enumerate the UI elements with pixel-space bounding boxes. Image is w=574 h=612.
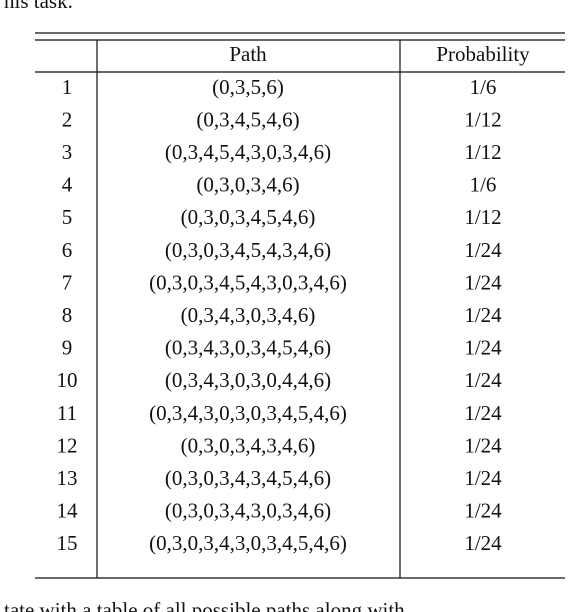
table-cell: (0,3,4,5,4,3,0,3,4,6): [165, 140, 331, 164]
table-cell: 13: [57, 466, 78, 490]
table-cell: 1/12: [464, 107, 501, 131]
header-cell: Probability: [436, 42, 530, 66]
table-cell: (0,3,0,3,4,3,4,6): [181, 433, 316, 457]
table-cell: 1/12: [464, 140, 501, 164]
table-cell: 1/24: [464, 303, 502, 327]
table-cell: 8: [62, 303, 73, 327]
table-cell: (0,3,4,3,0,3,0,4,4,6): [165, 368, 331, 392]
table-cell: 1/24: [464, 499, 502, 523]
table-cell: 11: [57, 401, 77, 425]
table-cell: 1/24: [464, 238, 502, 262]
table-cell: (0,3,0,3,4,6): [196, 173, 299, 197]
table-cell: 12: [57, 433, 78, 457]
table-cell: (0,3,0,3,4,5,4,3,0,3,4,6): [149, 270, 347, 294]
table-cell: 1/24: [464, 531, 502, 555]
table-cell: 1/6: [470, 173, 497, 197]
table-cell: (0,3,4,3,0,3,4,5,4,6): [165, 336, 331, 360]
table-cell: 1/24: [464, 433, 502, 457]
table-cell: (0,3,4,3,0,3,0,3,4,5,4,6): [149, 401, 347, 425]
table-cell: 1: [62, 75, 73, 99]
table-cell: 1/24: [464, 336, 502, 360]
table-cell: (0,3,0,3,4,3,0,3,4,6): [165, 499, 331, 523]
table-cell: 4: [62, 173, 73, 197]
table-cell: 6: [62, 238, 73, 262]
top-text: his task.: [4, 0, 73, 13]
table-cell: 1/24: [464, 270, 502, 294]
table-cell: 2: [62, 107, 73, 131]
table-cell: 3: [62, 140, 73, 164]
table-cell: 9: [62, 336, 73, 360]
table-cell: (0,3,0,3,4,3,4,5,4,6): [165, 466, 331, 490]
table-cell: (0,3,0,3,4,5,4,3,4,6): [165, 238, 331, 262]
table-cell: (0,3,4,5,4,6): [196, 107, 299, 131]
table-cell: 5: [62, 205, 73, 229]
header-cell: Path: [229, 42, 267, 66]
table-cell: (0,3,0,3,4,3,0,3,4,5,4,6): [149, 531, 347, 555]
table-cell: 1/24: [464, 368, 502, 392]
table-cell: (0,3,5,6): [212, 75, 284, 99]
table-cell: (0,3,4,3,0,3,4,6): [181, 303, 316, 327]
table-cell: 14: [57, 499, 79, 523]
table-cell: (0,3,0,3,4,5,4,6): [181, 205, 316, 229]
table-cell: 1/24: [464, 466, 502, 490]
table-cell: 7: [62, 270, 73, 294]
table-cell: 1/24: [464, 401, 502, 425]
table-cell: 10: [57, 368, 78, 392]
bottom-text: tate with a table of all possible paths …: [4, 598, 405, 612]
table-cell: 15: [57, 531, 78, 555]
table-cell: 1/12: [464, 205, 501, 229]
table-cell: 1/6: [470, 75, 497, 99]
